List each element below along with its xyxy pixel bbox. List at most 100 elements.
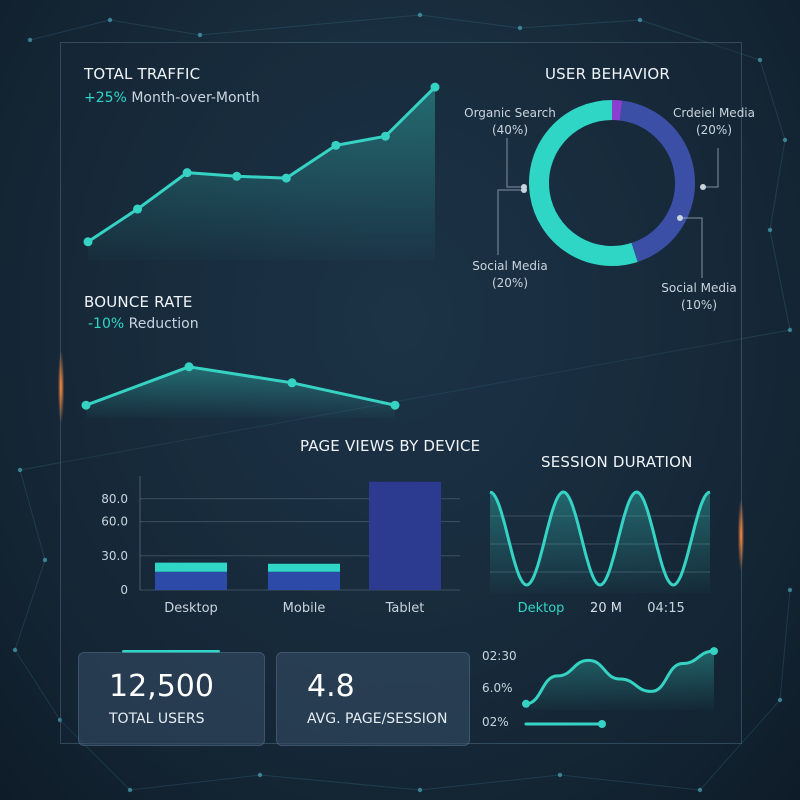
network-link <box>559 774 701 791</box>
network-link <box>419 774 561 791</box>
bounce-rate-title: BOUNCE RATE <box>84 293 193 311</box>
network-node <box>57 717 63 723</box>
total-traffic-change-label: Month-over-Month <box>131 90 260 106</box>
total-users-card: 12,500 TOTAL USERS <box>78 652 265 746</box>
donut-label-pct: (40%) <box>491 123 529 137</box>
network-link <box>14 559 46 651</box>
network-node <box>787 587 793 593</box>
network-node <box>17 467 23 473</box>
mini-point <box>522 699 530 708</box>
page-views-bar-chart: 0 30.0 60.0 80.0 Desktop Mobile Tablet <box>101 476 460 616</box>
traffic-point <box>380 131 390 141</box>
bounce-point <box>184 362 194 372</box>
donut-label-name: Organic Search <box>464 106 556 120</box>
mini-line-chart: 02:30 6.0% 02% <box>482 647 718 729</box>
network-node <box>107 17 113 23</box>
total-users-caption: TOTAL USERS <box>109 711 205 727</box>
donut-label-name: Social Media <box>661 281 737 295</box>
traffic-point <box>281 173 291 183</box>
donut-label-name: Social Media <box>472 259 548 273</box>
donut-label-crdeiel-media: Crdeiel Media (20%) <box>664 105 764 139</box>
session-duration-title: SESSION DURATION <box>541 453 693 471</box>
network-node <box>777 697 783 703</box>
network-link <box>769 139 786 231</box>
session-duration-chart: Dektop 20 M 04:15 <box>489 490 711 616</box>
network-link <box>29 19 111 41</box>
network-node <box>782 137 788 143</box>
network-node <box>257 772 263 778</box>
donut-label-pct: (20%) <box>695 123 733 137</box>
network-node <box>637 17 643 23</box>
network-node <box>417 787 423 793</box>
left-glow <box>58 352 64 422</box>
network-link <box>759 59 786 141</box>
mini-point <box>710 647 718 656</box>
network-link <box>19 329 791 471</box>
donut-slice <box>529 100 638 266</box>
mini-line <box>525 649 715 706</box>
traffic-point <box>232 171 242 181</box>
page-views-title: PAGE VIEWS BY DEVICE <box>300 437 481 455</box>
network-node <box>12 647 18 653</box>
network-link <box>199 14 421 36</box>
donut-leader-line <box>497 189 524 255</box>
traffic-line <box>87 86 437 244</box>
right-glow <box>738 500 744 570</box>
network-link <box>19 469 46 561</box>
donut-leader-dot <box>521 187 527 193</box>
session-line <box>489 490 711 587</box>
total-users-value: 12,500 <box>109 669 214 704</box>
donut-leader-line <box>703 148 719 188</box>
donut-leader-dot <box>700 184 706 190</box>
network-link <box>519 19 641 29</box>
network-link <box>419 14 521 29</box>
donut-label-pct: (10%) <box>680 298 718 312</box>
bounce-area <box>86 366 395 418</box>
network-link <box>699 699 781 791</box>
network-link <box>14 649 61 721</box>
bar-ytick-label: 60.0 <box>101 515 128 529</box>
donut-leader-dot <box>677 215 683 221</box>
traffic-area <box>88 87 435 260</box>
bar-ytick-label: 30.0 <box>101 549 128 563</box>
donut-label-pct: (20%) <box>491 276 529 290</box>
bar-category-label: Tablet <box>385 601 425 616</box>
avg-page-session-value: 4.8 <box>307 669 355 704</box>
bar <box>155 562 227 572</box>
network-link <box>129 774 261 791</box>
donut-label-social-media-10: Social Media (10%) <box>644 280 754 314</box>
donut-label-name: Crdeiel Media <box>672 106 755 120</box>
bounce-point <box>81 400 91 410</box>
traffic-point <box>430 82 440 92</box>
mini-ytick-label: 02% <box>482 715 509 729</box>
bar <box>369 481 441 590</box>
donut-slice <box>619 100 695 262</box>
bounce-rate-change-label: Reduction <box>128 316 199 332</box>
bar <box>268 563 340 572</box>
donut-label-organic-search: Organic Search (40%) <box>455 105 565 139</box>
donut-label-social-media-20: Social Media (20%) <box>460 258 560 292</box>
avg-page-session-card: 4.8 AVG. PAGE/SESSION <box>276 652 470 746</box>
bar-category-label: Mobile <box>283 601 326 616</box>
traffic-point <box>182 168 192 178</box>
avg-page-session-caption: AVG. PAGE/SESSION <box>307 711 448 727</box>
network-node <box>557 772 563 778</box>
total-traffic-chart <box>83 82 440 260</box>
network-node <box>127 787 133 793</box>
bounce-rate-change: -10% <box>88 316 125 332</box>
traffic-point <box>83 237 93 247</box>
mini-area <box>526 651 714 710</box>
bar <box>155 571 227 590</box>
network-link <box>779 589 791 701</box>
bounce-line <box>85 365 396 407</box>
network-node <box>197 32 203 38</box>
bar-ytick-label: 80.0 <box>101 492 128 506</box>
session-xtick-label: Dektop <box>518 601 565 616</box>
session-xtick-label: 04:15 <box>647 601 684 616</box>
bar-category-label: Desktop <box>164 601 218 616</box>
bounce-rate-subtitle: -10% Reduction <box>88 316 199 332</box>
user-behavior-donut <box>497 100 719 278</box>
network-link <box>259 774 421 791</box>
network-node <box>697 787 703 793</box>
